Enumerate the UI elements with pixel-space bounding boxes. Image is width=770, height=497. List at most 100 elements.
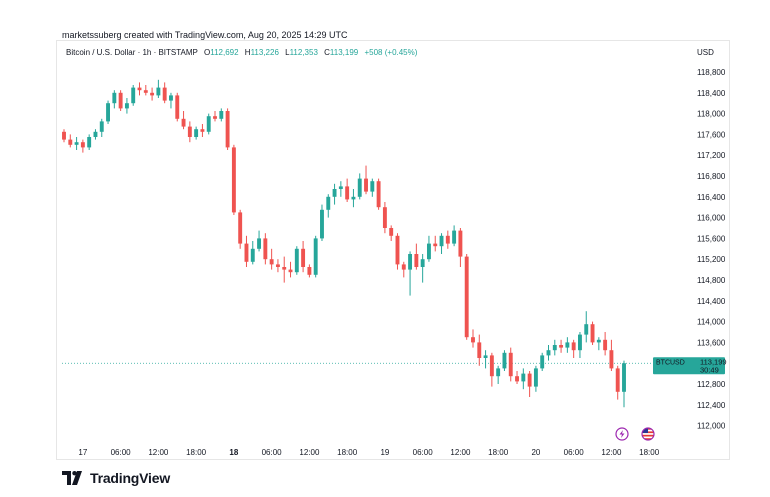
price-tick-label: 117,600 bbox=[697, 130, 726, 139]
candle-body bbox=[496, 368, 501, 377]
candle-body bbox=[200, 129, 205, 132]
candle bbox=[471, 329, 475, 348]
candle-body bbox=[206, 116, 211, 132]
candle-body bbox=[439, 235, 444, 247]
candle-body bbox=[508, 352, 513, 377]
low-label: L bbox=[285, 48, 290, 57]
candle-body bbox=[282, 267, 287, 270]
candle-body bbox=[489, 355, 494, 377]
candle-body bbox=[546, 350, 551, 356]
candle bbox=[175, 92, 180, 122]
candle-body bbox=[445, 235, 450, 244]
candle bbox=[307, 264, 312, 278]
candle-body bbox=[552, 345, 557, 351]
candle-body bbox=[320, 209, 324, 239]
candle-body bbox=[106, 103, 110, 122]
price-tick-label: 112,800 bbox=[697, 380, 726, 389]
price-tick-label: 112,000 bbox=[697, 422, 726, 431]
price-tick-label: 116,400 bbox=[697, 193, 726, 202]
candle-body bbox=[307, 267, 312, 275]
candle bbox=[313, 235, 318, 278]
candle-body bbox=[332, 189, 337, 197]
candle bbox=[200, 124, 205, 137]
currency-label[interactable]: USD bbox=[697, 48, 714, 57]
candle-body bbox=[263, 238, 268, 260]
candle-body bbox=[609, 350, 614, 369]
time-tick-label: 06:00 bbox=[262, 448, 283, 457]
candle bbox=[106, 100, 110, 124]
us-flag-icon[interactable] bbox=[641, 427, 655, 441]
price-axis[interactable]: 118,800 118,400 118,000 117,600 117,200 116,8… bbox=[697, 68, 726, 431]
candle-body bbox=[515, 376, 519, 382]
time-tick-label: 18:00 bbox=[186, 448, 207, 457]
time-axis[interactable]: 17 06:00 12:00 18:00 18 06:00 12:00 18:00 19 06:0… bbox=[78, 448, 659, 457]
candle bbox=[87, 134, 92, 150]
time-tick-label: 19 bbox=[380, 448, 389, 457]
candle bbox=[269, 248, 274, 270]
candle-body bbox=[118, 92, 123, 109]
candle-body bbox=[244, 243, 249, 262]
candle-body bbox=[527, 373, 532, 387]
candle bbox=[515, 371, 519, 384]
candle-body bbox=[162, 87, 167, 101]
time-tick-label: 12:00 bbox=[299, 448, 320, 457]
close-label: C bbox=[324, 48, 330, 57]
candle bbox=[540, 352, 545, 371]
candle bbox=[68, 134, 73, 148]
time-tick-label: 18:00 bbox=[488, 448, 509, 457]
high-value: 113,226 bbox=[251, 48, 280, 57]
candle bbox=[288, 261, 293, 278]
lightning-icon[interactable] bbox=[615, 427, 629, 441]
candle bbox=[263, 233, 268, 265]
chart-caption: marketssuberg created with TradingView.c… bbox=[62, 30, 348, 40]
tradingview-brand[interactable]: TradingView bbox=[62, 470, 170, 486]
candle-body bbox=[389, 228, 394, 236]
candle bbox=[194, 126, 199, 140]
candle bbox=[74, 137, 79, 150]
candle-body bbox=[521, 373, 526, 382]
candle-body bbox=[420, 259, 425, 267]
candle-body bbox=[452, 230, 457, 244]
price-tick-label: 117,200 bbox=[697, 151, 726, 160]
candle bbox=[345, 178, 350, 202]
candle-body bbox=[80, 142, 85, 148]
candle bbox=[521, 368, 526, 390]
candle-body bbox=[275, 264, 280, 267]
candle bbox=[112, 90, 117, 109]
candle-body bbox=[571, 342, 576, 351]
candle bbox=[282, 256, 287, 283]
candle-body bbox=[257, 238, 262, 249]
candle-body bbox=[338, 186, 343, 189]
candle bbox=[99, 118, 104, 137]
candle bbox=[225, 108, 230, 150]
candle bbox=[483, 350, 488, 369]
candle bbox=[420, 254, 425, 283]
candle-body bbox=[590, 324, 595, 343]
candle bbox=[351, 189, 356, 208]
candle-body bbox=[187, 126, 192, 137]
candle-body bbox=[213, 116, 217, 119]
tradingview-logo-icon bbox=[62, 471, 82, 485]
time-tick-label: 17 bbox=[78, 448, 87, 457]
candle-body bbox=[250, 248, 255, 262]
candle bbox=[489, 352, 494, 387]
candle-body bbox=[181, 118, 186, 127]
chart-frame bbox=[56, 40, 730, 460]
high-label: H bbox=[245, 48, 251, 57]
candle bbox=[80, 139, 85, 153]
time-tick-label: 18 bbox=[229, 448, 238, 457]
candles[interactable] bbox=[62, 79, 626, 408]
candle bbox=[238, 209, 243, 249]
price-tick-label: 113,600 bbox=[697, 338, 726, 347]
candle-body bbox=[395, 235, 400, 265]
candle-body bbox=[112, 92, 117, 104]
candle bbox=[552, 339, 557, 356]
candle bbox=[131, 85, 136, 106]
candle-body bbox=[370, 181, 375, 192]
candle-body bbox=[124, 103, 129, 109]
candle-body bbox=[376, 181, 381, 208]
candle-body bbox=[137, 87, 142, 91]
candle bbox=[401, 261, 406, 278]
symbol-line: Bitcoin / U.S. Dollar · 1h · BITSTAMP O1… bbox=[66, 48, 418, 57]
